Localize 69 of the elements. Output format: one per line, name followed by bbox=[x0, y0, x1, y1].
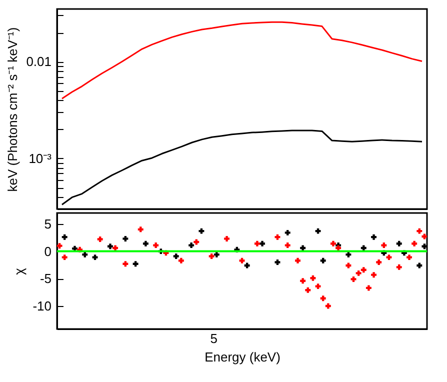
point bbox=[57, 243, 62, 249]
text: 5 bbox=[210, 331, 218, 346]
point bbox=[356, 270, 362, 276]
point bbox=[366, 285, 372, 291]
point bbox=[62, 234, 68, 240]
y-axis-title: χ bbox=[12, 268, 27, 275]
point bbox=[422, 244, 427, 250]
point bbox=[132, 261, 138, 267]
point bbox=[386, 254, 392, 260]
point bbox=[360, 267, 366, 273]
point bbox=[406, 254, 412, 260]
x-axis-title: Energy (keV) bbox=[204, 350, 280, 364]
point bbox=[224, 236, 230, 242]
point bbox=[188, 242, 194, 248]
point bbox=[300, 278, 306, 284]
point bbox=[310, 275, 316, 281]
point bbox=[112, 245, 118, 251]
y-tick-label: -5 bbox=[40, 271, 52, 286]
point bbox=[305, 287, 311, 293]
point bbox=[320, 296, 326, 302]
point bbox=[371, 272, 377, 278]
point bbox=[260, 240, 266, 246]
line-series bbox=[61, 130, 423, 206]
y-tick-label: 5 bbox=[44, 216, 52, 232]
point bbox=[350, 276, 356, 282]
point bbox=[173, 253, 179, 259]
y-axis-title: keV (Photons cm⁻² s⁻¹ keV⁻¹) bbox=[5, 27, 20, 192]
point bbox=[422, 234, 427, 240]
point bbox=[284, 230, 290, 236]
point bbox=[142, 240, 148, 246]
point bbox=[315, 228, 321, 234]
point bbox=[244, 262, 250, 268]
point bbox=[122, 236, 128, 242]
point bbox=[320, 258, 326, 264]
point bbox=[330, 240, 336, 246]
point bbox=[325, 303, 331, 309]
point bbox=[122, 261, 128, 267]
point bbox=[396, 240, 402, 246]
point bbox=[336, 245, 342, 251]
point bbox=[346, 262, 352, 268]
point bbox=[274, 234, 280, 240]
point bbox=[376, 260, 382, 265]
line-series bbox=[61, 21, 423, 100]
y-tick-label: 10⁻³ bbox=[28, 150, 52, 166]
point bbox=[254, 240, 260, 246]
point bbox=[214, 252, 220, 258]
point bbox=[62, 254, 68, 260]
point bbox=[92, 254, 98, 260]
point bbox=[178, 258, 184, 264]
point bbox=[208, 253, 214, 259]
point bbox=[416, 262, 422, 268]
point bbox=[300, 245, 306, 251]
y-tick-label: 0.01 bbox=[26, 54, 52, 70]
point bbox=[153, 242, 159, 248]
point bbox=[412, 240, 418, 246]
point bbox=[396, 264, 402, 270]
point bbox=[284, 242, 290, 248]
point bbox=[416, 228, 422, 234]
point bbox=[107, 244, 113, 250]
point bbox=[138, 226, 144, 232]
point bbox=[381, 242, 387, 248]
point bbox=[295, 258, 300, 264]
point bbox=[315, 284, 321, 290]
point bbox=[371, 234, 377, 240]
point bbox=[97, 236, 103, 242]
point bbox=[198, 228, 204, 234]
point bbox=[274, 260, 280, 265]
y-tick-label: -10 bbox=[32, 298, 52, 314]
y-tick-label: 0 bbox=[44, 244, 52, 259]
